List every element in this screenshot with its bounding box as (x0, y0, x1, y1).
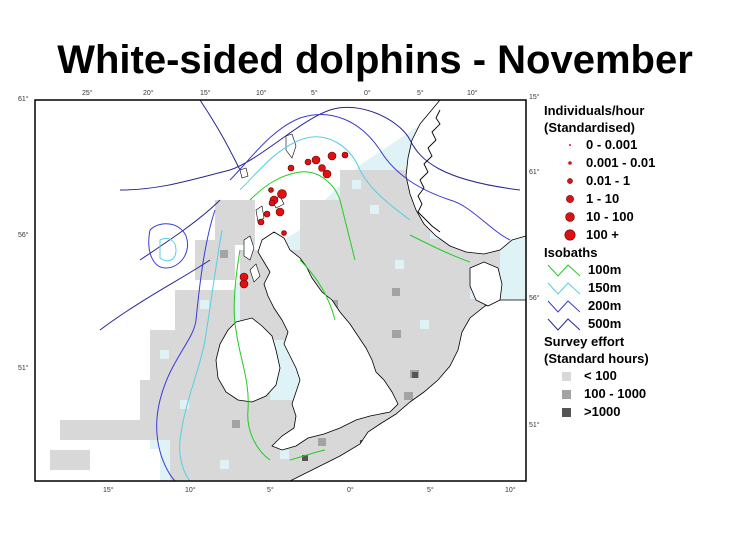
legend-class-row: 10 - 100 (544, 208, 744, 226)
legend-class-row: 0.01 - 1 (544, 172, 744, 190)
ireland-land (215, 317, 281, 403)
dot-symbol (568, 161, 572, 165)
legend-class-label: 1 - 10 (586, 191, 620, 206)
isobath-line-symbol (547, 264, 580, 277)
lon-tick: 5° (267, 486, 274, 494)
legend-individuals-heading: Individuals/hour (544, 103, 645, 118)
legend-isobaths-heading: Isobaths (544, 245, 598, 260)
sighting-dot (275, 207, 285, 217)
lon-tick: 10° (256, 89, 267, 97)
legend-effort-label: 100 - 1000 (584, 386, 647, 401)
legend-isobath-label: 200m (588, 298, 622, 313)
map-frame (34, 99, 527, 482)
legend-effort-row: >1000 (544, 403, 744, 421)
sighting-dot (311, 155, 321, 165)
legend-effort-label: >1000 (584, 404, 621, 419)
legend-class-row: 0 - 0.001 (544, 136, 744, 154)
lon-ticks-bottom: 15° 10° 5° 0° 5° 10° (103, 486, 516, 494)
lon-ticks-top: 25° 20° 15° 10° 5° 0° 5° 10° (82, 89, 478, 97)
legend-effort-heading: Survey effort (544, 334, 625, 349)
sighting-dot (318, 164, 326, 172)
sighting-dot (304, 158, 312, 166)
lon-tick: 15° (200, 89, 211, 97)
dot-symbol (566, 195, 574, 203)
effort-swatch (562, 390, 571, 399)
legend-isobath-row: 500m (544, 315, 744, 333)
legend-effort-row: 100 - 1000 (544, 385, 744, 403)
isobath-line-symbol (547, 300, 580, 313)
sighting-dot (268, 187, 274, 193)
lat-tick: 51° (18, 364, 29, 372)
lat-tick: 56° (18, 231, 29, 239)
lat-tick: 15° (529, 93, 540, 101)
effort-swatch (562, 408, 571, 417)
lat-tick: 56° (529, 294, 540, 302)
sighting-dot (281, 230, 287, 236)
isobath-line-symbol (547, 282, 580, 295)
isobath-500m (99, 100, 521, 331)
lon-tick: 10° (505, 486, 516, 494)
map-legend: Individuals/hour (Standardised) 0 - 0.00… (544, 102, 744, 421)
lat-tick: 61° (18, 95, 29, 103)
scandinavia-land (405, 100, 526, 255)
dot-symbol (569, 144, 571, 146)
lon-tick: 0° (347, 486, 354, 494)
lon-tick: 20° (143, 89, 154, 97)
sighting-dot (277, 189, 287, 199)
legend-isobath-row: 150m (544, 279, 744, 297)
isobath-200m (148, 114, 511, 481)
legend-isobath-row: 100m (544, 261, 744, 279)
lon-tick: 15° (103, 486, 114, 494)
lon-tick: 5° (311, 89, 318, 97)
legend-class-label: 0.01 - 1 (586, 173, 631, 188)
dot-symbol (564, 229, 576, 241)
lat-ticks-left: 61° 56° 51° (18, 95, 29, 372)
legend-effort-row: < 100 (544, 367, 744, 385)
isobath-100m (233, 171, 471, 461)
lon-tick: 10° (185, 486, 196, 494)
legend-isobath-row: 200m (544, 297, 744, 315)
legend-class-row: 0.001 - 0.01 (544, 154, 744, 172)
dot-symbol (565, 212, 575, 222)
legend-isobath-label: 150m (588, 280, 622, 295)
continental-europe-land (289, 299, 526, 481)
legend-isobath-label: 500m (588, 316, 622, 331)
legend-class-row: 1 - 10 (544, 190, 744, 208)
isobath-line-symbol (547, 318, 580, 331)
legend-class-label: 0 - 0.001 (586, 137, 638, 152)
lat-tick: 51° (529, 421, 540, 429)
lon-tick: 10° (467, 89, 478, 97)
sighting-dot (341, 151, 349, 159)
isobath-150m (159, 136, 411, 481)
sighting-dot (257, 218, 265, 226)
lon-tick: 5° (417, 89, 424, 97)
legend-individuals-subheading: (Standardised) (544, 120, 636, 135)
sighting-dot (322, 169, 332, 179)
effort-swatch (562, 372, 571, 381)
sighting-dot (268, 199, 276, 207)
sighting-dot (287, 164, 295, 172)
norway-coast-detail (417, 109, 441, 233)
legend-effort-label: < 100 (584, 368, 617, 383)
legend-class-label: 0.001 - 0.01 (586, 155, 656, 170)
legend-effort-subheading: (Standard hours) (544, 351, 649, 366)
lat-tick: 61° (529, 168, 540, 176)
sighting-dot (239, 279, 249, 289)
hebrides-islands (243, 205, 265, 283)
map-title: White-sided dolphins - November (57, 38, 693, 82)
sighting-dot (327, 151, 337, 161)
denmark-land (469, 261, 503, 307)
legend-class-label: 100 + (586, 227, 619, 242)
legend-class-label: 10 - 100 (586, 209, 634, 224)
lon-tick: 0° (364, 89, 371, 97)
lon-tick: 5° (427, 486, 434, 494)
sighting-dot (263, 210, 271, 218)
legend-class-row: 100 + (544, 226, 744, 244)
lon-tick: 25° (82, 89, 93, 97)
sightings (239, 151, 349, 289)
dot-symbol (567, 178, 573, 184)
lat-ticks-right: 15° 61° 56° 51° (529, 93, 540, 429)
legend-isobath-label: 100m (588, 262, 622, 277)
